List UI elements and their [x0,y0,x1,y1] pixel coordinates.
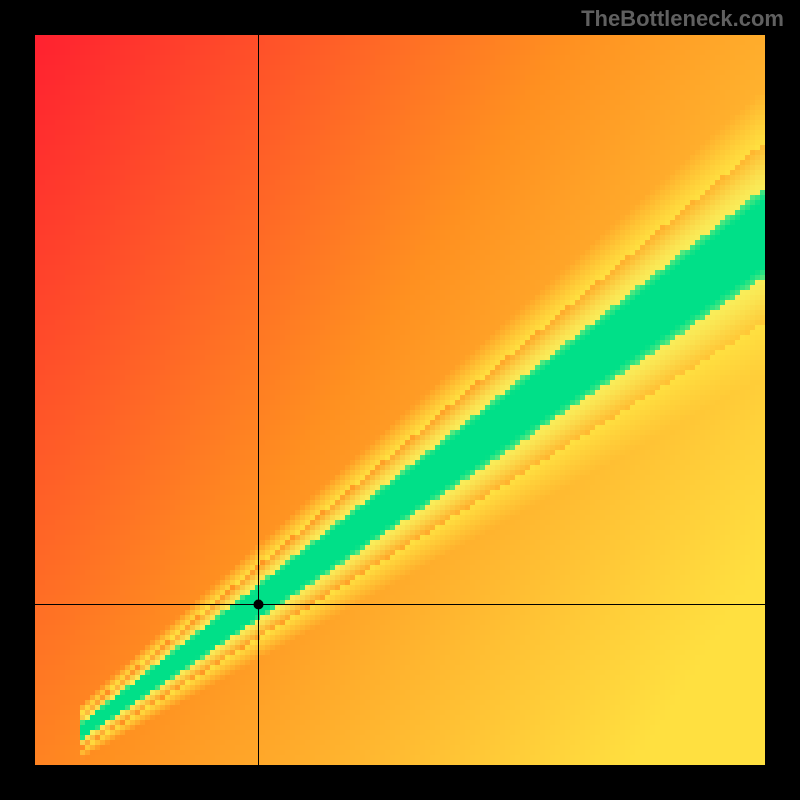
watermark-text: TheBottleneck.com [581,6,784,32]
heatmap-plot [35,35,765,765]
chart-container: TheBottleneck.com [0,0,800,800]
heatmap-canvas [35,35,765,765]
